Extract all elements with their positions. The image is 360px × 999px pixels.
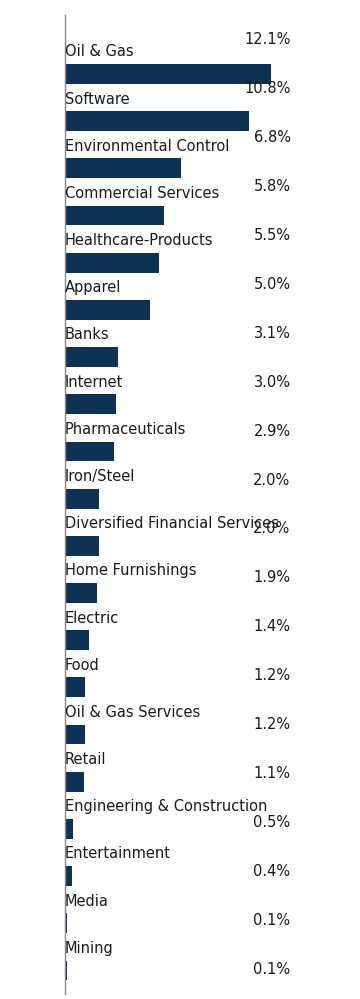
Bar — [65, 300, 150, 320]
Text: 0.1%: 0.1% — [253, 962, 291, 977]
Bar — [65, 489, 99, 508]
Text: Oil & Gas: Oil & Gas — [65, 44, 134, 59]
Text: 1.4%: 1.4% — [253, 619, 291, 634]
Text: Software: Software — [65, 92, 130, 107]
Bar — [65, 206, 164, 226]
Bar — [65, 913, 67, 933]
Text: Food: Food — [65, 657, 100, 672]
Bar — [65, 772, 84, 791]
Text: Electric: Electric — [65, 610, 119, 625]
Text: Diversified Financial Services: Diversified Financial Services — [65, 516, 279, 531]
Text: 1.9%: 1.9% — [253, 570, 291, 585]
Text: Oil & Gas Services: Oil & Gas Services — [65, 705, 200, 720]
Text: Commercial Services: Commercial Services — [65, 186, 219, 201]
Text: Banks: Banks — [65, 328, 109, 343]
Text: 0.5%: 0.5% — [253, 815, 291, 830]
Text: 12.1%: 12.1% — [244, 32, 291, 47]
Bar — [65, 819, 73, 839]
Bar — [65, 347, 118, 367]
Bar — [65, 677, 85, 697]
Text: Mining: Mining — [65, 941, 113, 956]
Bar — [65, 535, 99, 555]
Text: 0.4%: 0.4% — [253, 864, 291, 879]
Text: Media: Media — [65, 894, 109, 909]
Text: 5.0%: 5.0% — [253, 277, 291, 292]
Text: 2.9%: 2.9% — [253, 424, 291, 439]
Bar — [65, 253, 159, 273]
Text: 5.5%: 5.5% — [253, 228, 291, 243]
Bar — [65, 866, 72, 886]
Bar — [65, 395, 116, 415]
Bar — [65, 583, 97, 602]
Text: Environmental Control: Environmental Control — [65, 139, 229, 154]
Text: 3.1%: 3.1% — [254, 326, 291, 341]
Text: Healthcare-Products: Healthcare-Products — [65, 233, 213, 248]
Text: 1.2%: 1.2% — [253, 668, 291, 683]
Bar — [65, 111, 249, 131]
Bar — [65, 442, 114, 462]
Text: 2.0%: 2.0% — [253, 521, 291, 536]
Text: 0.1%: 0.1% — [253, 913, 291, 928]
Text: Iron/Steel: Iron/Steel — [65, 469, 135, 484]
Text: Internet: Internet — [65, 375, 123, 390]
Text: 10.8%: 10.8% — [244, 81, 291, 96]
Text: Retail: Retail — [65, 752, 106, 767]
Text: Engineering & Construction: Engineering & Construction — [65, 799, 267, 814]
Text: 3.0%: 3.0% — [253, 375, 291, 390]
Text: Entertainment: Entertainment — [65, 846, 171, 861]
Bar — [65, 159, 181, 178]
Text: 1.2%: 1.2% — [253, 717, 291, 732]
Text: Home Furnishings: Home Furnishings — [65, 563, 196, 578]
Text: 6.8%: 6.8% — [253, 130, 291, 145]
Text: 5.8%: 5.8% — [253, 179, 291, 194]
Bar — [65, 630, 89, 650]
Text: Apparel: Apparel — [65, 281, 121, 296]
Text: 1.1%: 1.1% — [253, 766, 291, 781]
Bar — [65, 724, 85, 744]
Bar — [65, 64, 271, 84]
Bar — [65, 960, 67, 980]
Text: 2.0%: 2.0% — [253, 473, 291, 488]
Text: Pharmaceuticals: Pharmaceuticals — [65, 422, 186, 437]
